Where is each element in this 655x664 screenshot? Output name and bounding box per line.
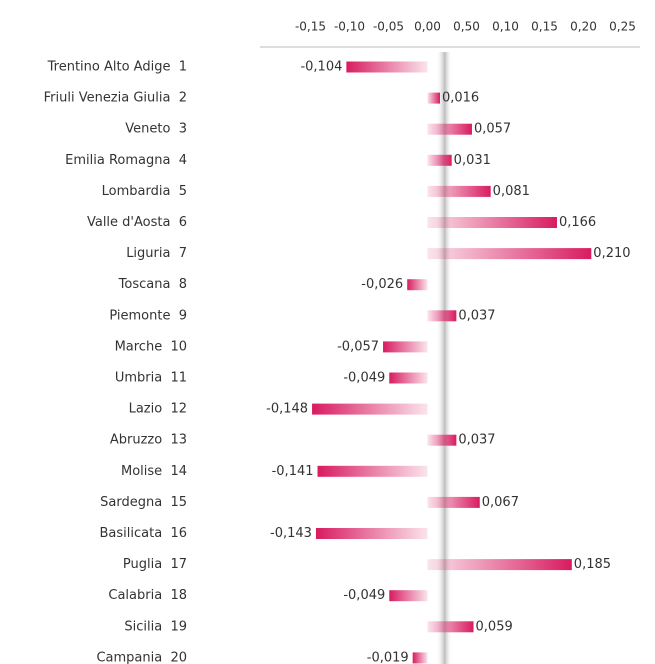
bar bbox=[383, 341, 428, 353]
category-label: Trentino Alto Adige 1 bbox=[47, 60, 187, 75]
value-label: 0,185 bbox=[574, 557, 611, 572]
bar bbox=[427, 123, 472, 135]
category-label: Lazio 12 bbox=[129, 402, 187, 417]
category-label: Sicilia 19 bbox=[124, 619, 187, 634]
value-label: -0,049 bbox=[343, 371, 385, 386]
bar bbox=[427, 559, 572, 571]
value-label: 0,031 bbox=[454, 153, 491, 168]
category-label: Sardegna 15 bbox=[100, 495, 187, 510]
x-tick-label: -0,05 bbox=[373, 20, 404, 34]
x-tick-label: -0,15 bbox=[295, 20, 326, 34]
bar bbox=[427, 621, 474, 633]
category-label: Veneto 3 bbox=[125, 122, 187, 137]
x-tick-label: -0,10 bbox=[334, 20, 365, 34]
x-tick-label: 0,20 bbox=[570, 20, 597, 34]
category-label: Lombardia 5 bbox=[102, 184, 187, 199]
bar bbox=[427, 496, 480, 508]
value-label: -0,148 bbox=[266, 402, 308, 417]
category-label: Liguria 7 bbox=[126, 246, 187, 261]
value-label: 0,210 bbox=[593, 246, 630, 261]
category-label: Basilicata 16 bbox=[100, 526, 187, 541]
bar bbox=[312, 403, 428, 415]
bar bbox=[412, 652, 428, 664]
category-label: Piemonte 9 bbox=[109, 308, 187, 323]
category-label: Valle d'Aosta 6 bbox=[87, 215, 187, 230]
bar bbox=[427, 185, 491, 197]
value-label: -0,104 bbox=[300, 60, 342, 75]
value-label: 0,059 bbox=[476, 619, 513, 634]
bar bbox=[427, 434, 457, 446]
value-label: 0,016 bbox=[442, 91, 479, 106]
bar bbox=[317, 465, 428, 477]
value-label: 0,057 bbox=[474, 122, 511, 137]
category-label: Toscana 8 bbox=[118, 277, 187, 292]
x-tick-label: 0,00 bbox=[414, 20, 441, 34]
value-label: -0,057 bbox=[337, 339, 379, 354]
value-label: 0,081 bbox=[493, 184, 530, 199]
bar bbox=[389, 590, 428, 602]
bar bbox=[315, 528, 428, 539]
bar bbox=[427, 92, 440, 104]
x-tick-label: 0,25 bbox=[609, 20, 636, 34]
value-label: 0,166 bbox=[559, 215, 596, 230]
x-tick-label: 0,10 bbox=[492, 20, 519, 34]
category-label: Molise 14 bbox=[121, 464, 187, 479]
bar bbox=[346, 61, 428, 73]
bar bbox=[427, 154, 452, 166]
category-label: Emilia Romagna 4 bbox=[65, 153, 187, 168]
value-label: -0,049 bbox=[343, 588, 385, 603]
zero-shade bbox=[436, 52, 452, 664]
category-label: Marche 10 bbox=[115, 339, 187, 354]
value-label: -0,141 bbox=[272, 464, 314, 479]
category-label: Abruzzo 13 bbox=[110, 433, 187, 448]
x-tick-label: 0,15 bbox=[531, 20, 558, 34]
bar bbox=[389, 372, 428, 384]
category-label: Friuli Venezia Giulia 2 bbox=[44, 91, 187, 106]
value-label: 0,067 bbox=[482, 495, 519, 510]
value-label: -0,019 bbox=[367, 650, 409, 664]
category-label: Campania 20 bbox=[96, 650, 187, 664]
x-tick-label: 0,50 bbox=[453, 20, 480, 34]
category-label: Puglia 17 bbox=[123, 557, 187, 572]
bar bbox=[427, 310, 457, 322]
value-label: 0,037 bbox=[458, 308, 495, 323]
value-label: 0,037 bbox=[458, 433, 495, 448]
value-label: -0,143 bbox=[270, 526, 312, 541]
category-label: Umbria 11 bbox=[115, 371, 187, 386]
value-label: -0,026 bbox=[361, 277, 403, 292]
bar bbox=[427, 217, 557, 228]
bar bbox=[427, 248, 592, 260]
bar bbox=[407, 279, 428, 291]
category-label: Calabria 18 bbox=[108, 588, 187, 603]
